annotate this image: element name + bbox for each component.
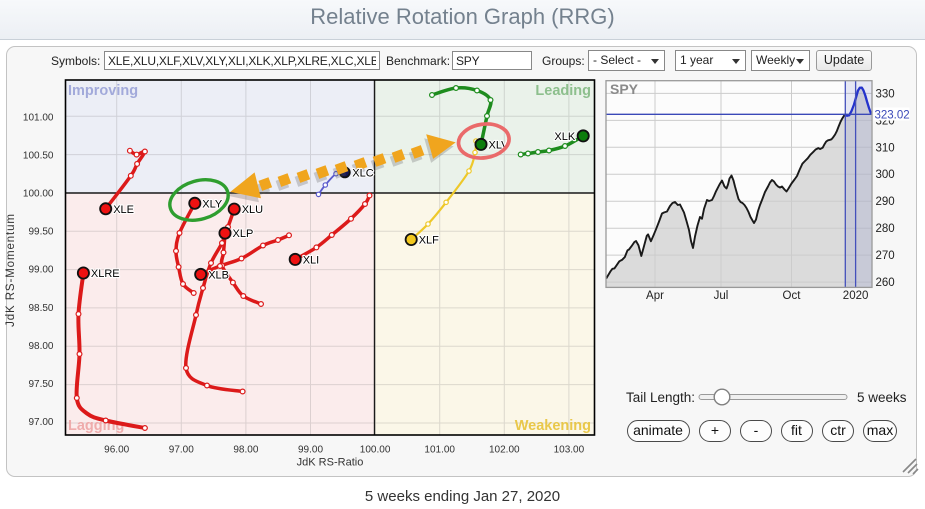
svg-text:SPY: SPY <box>610 81 639 97</box>
svg-text:XLI: XLI <box>303 254 320 266</box>
svg-text:100.50: 100.50 <box>23 151 54 162</box>
svg-text:101.00: 101.00 <box>424 445 455 456</box>
svg-text:101.00: 101.00 <box>23 113 54 124</box>
svg-text:Leading: Leading <box>535 83 591 99</box>
svg-text:XLP: XLP <box>233 228 254 240</box>
svg-text:2020: 2020 <box>843 290 869 302</box>
svg-text:Lagging: Lagging <box>68 418 124 434</box>
svg-text:XLY: XLY <box>202 198 223 210</box>
svg-text:Weakening: Weakening <box>515 418 591 434</box>
svg-text:99.00: 99.00 <box>28 265 53 276</box>
svg-text:290: 290 <box>876 196 895 208</box>
svg-text:98.00: 98.00 <box>28 341 53 352</box>
svg-text:99.00: 99.00 <box>298 445 323 456</box>
svg-text:310: 310 <box>876 142 895 154</box>
svg-text:300: 300 <box>876 169 895 181</box>
svg-text:260: 260 <box>876 277 895 289</box>
svg-text:XLF: XLF <box>419 235 439 247</box>
svg-text:XLK: XLK <box>554 131 575 143</box>
svg-text:Jul: Jul <box>714 290 729 302</box>
svg-text:100.00: 100.00 <box>23 189 54 200</box>
svg-text:XLB: XLB <box>208 269 229 281</box>
svg-text:96.00: 96.00 <box>104 445 129 456</box>
svg-text:JdK RS-Momentum: JdK RS-Momentum <box>5 213 17 327</box>
svg-text:323.02: 323.02 <box>875 110 910 122</box>
svg-text:XLU: XLU <box>242 204 263 216</box>
svg-text:Improving: Improving <box>68 83 138 99</box>
svg-text:XLRE: XLRE <box>91 268 120 280</box>
svg-text:98.50: 98.50 <box>28 303 53 314</box>
svg-text:98.00: 98.00 <box>233 445 258 456</box>
svg-text:97.00: 97.00 <box>169 445 194 456</box>
svg-text:330: 330 <box>876 88 895 100</box>
svg-text:JdK RS-Ratio: JdK RS-Ratio <box>297 457 364 469</box>
svg-text:103.00: 103.00 <box>554 445 585 456</box>
svg-text:102.00: 102.00 <box>489 445 520 456</box>
svg-text:99.50: 99.50 <box>28 227 53 238</box>
svg-text:XLC: XLC <box>352 167 373 179</box>
svg-text:Apr: Apr <box>646 290 664 302</box>
svg-text:97.50: 97.50 <box>28 379 53 390</box>
svg-text:100.00: 100.00 <box>360 445 391 456</box>
svg-text:270: 270 <box>876 250 895 262</box>
svg-text:97.00: 97.00 <box>28 417 53 428</box>
svg-text:280: 280 <box>876 223 895 235</box>
svg-text:XLE: XLE <box>113 204 134 216</box>
svg-text:Oct: Oct <box>783 290 802 302</box>
